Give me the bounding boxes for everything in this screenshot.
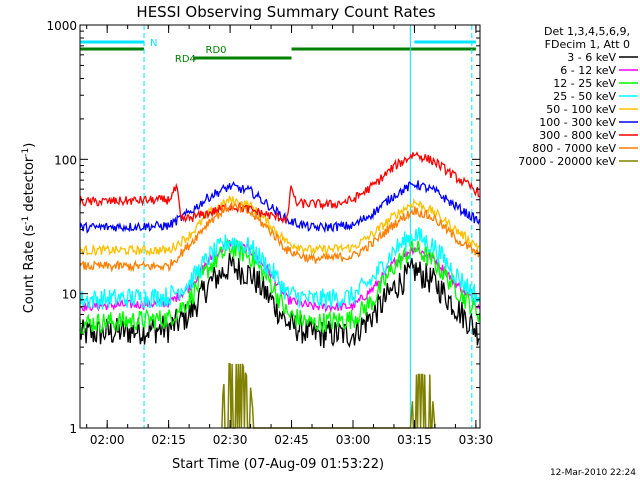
y-axis-label: Count Rate (s-1 detector-1) — [21, 143, 37, 314]
series-line-7 — [79, 202, 481, 273]
legend-label-8: 7000 - 20000 keV — [518, 155, 616, 168]
series-line-2 — [79, 237, 481, 335]
x-tick-label: 03:30 — [459, 433, 494, 447]
y-tick-label: 1000 — [46, 19, 77, 33]
state-label-rd4: RD4 — [175, 54, 196, 65]
y-tick-label: 100 — [54, 153, 77, 167]
y-tick-label: 1 — [69, 422, 77, 436]
footer-date: 12-Mar-2010 22:24 — [550, 468, 636, 478]
plot-frame — [79, 24, 481, 429]
legend-label-6: 300 - 800 keV — [539, 129, 616, 142]
plot-area: N RD0 RD4 02:00 02:15 02:30 02:45 03:00 03:15 03:… — [46, 19, 493, 447]
legend-label-7: 800 - 7000 keV — [532, 142, 616, 155]
state-label-n: N — [150, 38, 157, 49]
x-tick-label: 02:00 — [90, 433, 125, 447]
legend-header-0: Det 1,3,4,5,6,9, — [544, 25, 630, 38]
legend-label-1: 6 - 12 keV — [560, 64, 616, 77]
y-tick-label: 10 — [62, 288, 77, 302]
legend-label-4: 50 - 100 keV — [546, 103, 616, 116]
legend-label-5: 100 - 300 keV — [539, 116, 616, 129]
series-line-4 — [79, 195, 480, 257]
legend-label-2: 12 - 25 keV — [553, 77, 616, 90]
x-tick-label: 02:15 — [151, 433, 186, 447]
x-tick-label: 02:45 — [274, 433, 309, 447]
x-tick-label: 03:00 — [336, 433, 371, 447]
x-axis-label: Start Time (07-Aug-09 01:53:22) — [172, 457, 384, 472]
series-line-0 — [79, 252, 480, 349]
state-label-rd0: RD0 — [206, 45, 227, 56]
x-tick-label: 02:30 — [213, 433, 248, 447]
x-tick-label: 03:15 — [397, 433, 432, 447]
legend-label-3: 25 - 50 keV — [553, 90, 616, 103]
legend-label-0: 3 - 6 keV — [567, 51, 616, 64]
series-line-3 — [79, 227, 481, 310]
series-line-8 — [221, 363, 436, 429]
series-line-5 — [79, 180, 481, 234]
series-line-6 — [79, 151, 480, 225]
legend-header-1: FDecim 1, Att 0 — [545, 38, 630, 51]
chart-title: HESSI Observing Summary Count Rates — [136, 3, 435, 21]
